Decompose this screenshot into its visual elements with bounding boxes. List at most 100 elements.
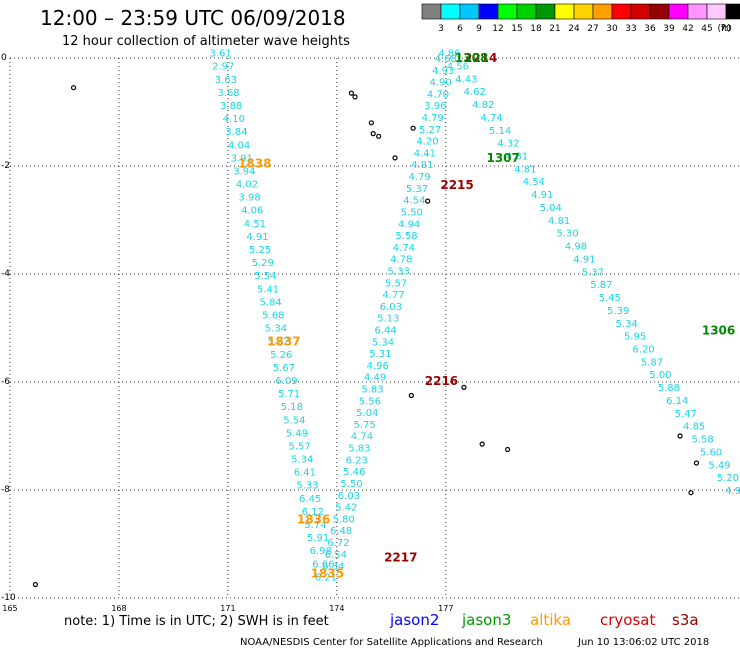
wave-height-value: 4.79: [422, 113, 444, 124]
colorbar-swatch: [687, 3, 708, 20]
wave-height-value: 5.47: [675, 409, 697, 420]
satellite-legend-entry: cryosat: [600, 611, 655, 629]
colorbar-swatch: [440, 3, 461, 20]
pass-time-label: 1306: [702, 324, 735, 338]
wave-height-value: 5.22: [267, 337, 289, 348]
wave-height-value: 5.56: [359, 396, 381, 407]
wave-height-value: 5.57: [385, 278, 407, 289]
satellite-legend: jason2 jason3 altika cryosat s3a: [389, 611, 699, 629]
colorbar-tick: 21: [549, 24, 560, 34]
wave-height-value: 4.56: [447, 61, 469, 72]
wave-height-value: 5.46: [343, 467, 365, 478]
wave-height-value: 5.91: [307, 533, 329, 544]
island-outline: [504, 446, 511, 453]
pass-time-label: 1837: [267, 335, 300, 349]
colorbar-swatch: [459, 3, 480, 20]
wave-height-value: 5.31: [369, 349, 391, 360]
colorbar-tick: 15: [511, 24, 522, 34]
wave-height-value: 5.88: [658, 383, 680, 394]
island-outline: [370, 131, 376, 137]
lat-tick-label: -4: [1, 269, 10, 279]
colorbar-swatch: [554, 3, 575, 20]
wave-height-value: 4.62: [464, 87, 486, 98]
lat-tick-label: 0: [1, 53, 7, 63]
wave-height-value: 4.41: [414, 148, 436, 159]
wave-height-value: 4.78: [390, 255, 412, 266]
colorbar-tick: 9: [476, 24, 482, 34]
satellite-legend-entry: altika: [530, 611, 571, 629]
wave-height-value: 5.95: [624, 332, 646, 343]
island-outline: [693, 460, 700, 466]
wave-height-value: 5.33: [296, 481, 318, 492]
wave-height-value: 4.43: [455, 74, 477, 85]
colorbar-tick: 18: [530, 24, 542, 34]
satellite-legend-entry: jason2: [389, 611, 439, 629]
wave-height-value: 5.04: [540, 203, 562, 214]
wave-height-value: 6.21: [315, 572, 337, 583]
wave-height-value: 5.37: [406, 184, 428, 195]
wave-height-value: 4.54: [523, 177, 545, 188]
wave-height-value: 6.41: [294, 468, 316, 479]
wave-height-value: 5.58: [691, 435, 713, 446]
wave-height-value: 5.49: [708, 460, 730, 471]
wave-height-value: 4.70: [427, 89, 449, 100]
wave-height-value: 4.74: [393, 243, 415, 254]
wave-height-value: 5.57: [289, 441, 311, 452]
pass-time-label: 2217: [384, 551, 417, 565]
wave-height-value: 4.81: [548, 216, 570, 227]
wave-height-value: 5.25: [249, 245, 271, 256]
wave-height-value: 6.66: [312, 559, 334, 570]
wave-height-value: 4.81: [411, 160, 433, 171]
wave-height-value: 4.81: [514, 164, 536, 175]
wave-height-value: 6.48: [330, 526, 352, 537]
colorbar-swatch: [706, 3, 727, 20]
island-outline: [368, 120, 374, 126]
island-outline: [410, 125, 416, 131]
lon-tick-label: 165: [2, 604, 17, 613]
wave-height-value: 6.14: [666, 396, 688, 407]
wave-height-value: 5.83: [348, 444, 370, 455]
colorbar-swatch: [535, 3, 556, 20]
wave-height-value: 5.58: [395, 231, 417, 242]
wave-height-value: 4.54: [403, 196, 425, 207]
lon-tick-label: 168: [111, 604, 126, 613]
wave-height-value: 5.34: [616, 319, 638, 330]
wave-height-value: 5.87: [590, 280, 612, 291]
lat-tick-label: -10: [1, 593, 16, 603]
wave-height-value: 5.37: [582, 267, 604, 278]
colorbar-tick: 39: [663, 24, 675, 34]
wave-height-value: 5.26: [270, 350, 292, 361]
wave-height-value: 4.32: [497, 139, 519, 150]
wave-height-value: 6.03: [338, 491, 360, 502]
wave-height-value: 5.87: [641, 357, 663, 368]
wave-height-value: 5.34: [291, 455, 313, 466]
wave-height-value: 5.14: [489, 126, 511, 137]
wave-height-value: 4.74: [351, 432, 373, 443]
colorbar-tick: 12: [492, 24, 503, 34]
wave-height-value: 5.50: [401, 207, 423, 218]
wave-height-value: 6.20: [632, 344, 654, 355]
footer-credit: NOAA/NESDIS Center for Satellite Applica…: [240, 637, 543, 648]
colorbar-tick: 6: [457, 24, 463, 34]
wave-height-value: 4.51: [244, 219, 266, 230]
colorbar-tick: 42: [682, 24, 693, 34]
colorbar-tick: 33: [625, 24, 636, 34]
wave-height-value: 6.72: [327, 538, 349, 549]
wave-height-value: 4.91: [573, 254, 595, 265]
wave-height-value: 3.91: [231, 153, 253, 164]
wave-height-value: 5.84: [260, 297, 282, 308]
wave-height-value: 4.91: [246, 232, 268, 243]
colorbar-swatch: [573, 3, 594, 20]
island-outline: [408, 392, 414, 399]
island-outline: [348, 90, 354, 96]
wave-height-value: 5.29: [252, 258, 274, 269]
colorbar-tick: 24: [568, 24, 580, 34]
colorbar-unit: (ft): [717, 24, 731, 34]
pass-time-label: 1838: [238, 156, 271, 170]
lat-tick-label: -8: [1, 485, 10, 495]
wave-height-value: 3.84: [225, 127, 247, 138]
wave-height-value: 5.71: [278, 389, 300, 400]
wave-height-value: 4.02: [236, 180, 258, 191]
wave-height-value: 5.45: [599, 293, 621, 304]
